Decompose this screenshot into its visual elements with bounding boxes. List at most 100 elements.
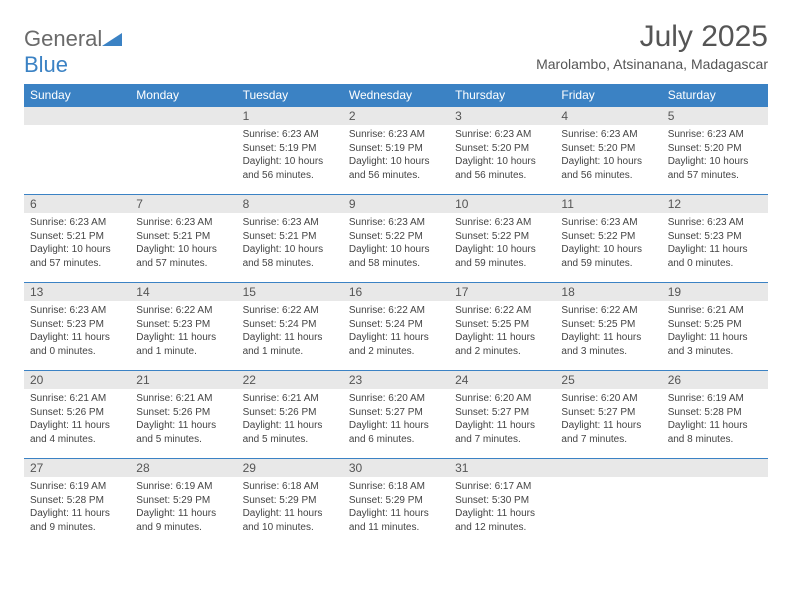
- day-number: 24: [449, 371, 555, 389]
- location-text: Marolambo, Atsinanana, Madagascar: [536, 56, 768, 72]
- day-number: 18: [555, 283, 661, 301]
- day-number: 29: [237, 459, 343, 477]
- day-number: 20: [24, 371, 130, 389]
- weekday-header: Saturday: [662, 84, 768, 107]
- day-content: Sunrise: 6:23 AMSunset: 5:22 PMDaylight:…: [449, 213, 555, 274]
- day-number: 22: [237, 371, 343, 389]
- day-content: Sunrise: 6:23 AMSunset: 5:20 PMDaylight:…: [662, 125, 768, 186]
- day-cell: [130, 107, 236, 195]
- day-cell: 19Sunrise: 6:21 AMSunset: 5:25 PMDayligh…: [662, 283, 768, 371]
- day-content: Sunrise: 6:21 AMSunset: 5:25 PMDaylight:…: [662, 301, 768, 362]
- day-content: Sunrise: 6:21 AMSunset: 5:26 PMDaylight:…: [130, 389, 236, 450]
- day-number: 9: [343, 195, 449, 213]
- week-row: 20Sunrise: 6:21 AMSunset: 5:26 PMDayligh…: [24, 371, 768, 459]
- day-number: 16: [343, 283, 449, 301]
- weekday-header: Thursday: [449, 84, 555, 107]
- day-number: 27: [24, 459, 130, 477]
- day-number-empty: [24, 107, 130, 125]
- day-number: 11: [555, 195, 661, 213]
- day-cell: 5Sunrise: 6:23 AMSunset: 5:20 PMDaylight…: [662, 107, 768, 195]
- calendar-table: SundayMondayTuesdayWednesdayThursdayFrid…: [24, 84, 768, 547]
- day-content: Sunrise: 6:23 AMSunset: 5:23 PMDaylight:…: [662, 213, 768, 274]
- weekday-header: Monday: [130, 84, 236, 107]
- day-content: Sunrise: 6:17 AMSunset: 5:30 PMDaylight:…: [449, 477, 555, 538]
- day-number: 10: [449, 195, 555, 213]
- day-cell: 14Sunrise: 6:22 AMSunset: 5:23 PMDayligh…: [130, 283, 236, 371]
- day-number: 13: [24, 283, 130, 301]
- day-cell: 11Sunrise: 6:23 AMSunset: 5:22 PMDayligh…: [555, 195, 661, 283]
- day-cell: 30Sunrise: 6:18 AMSunset: 5:29 PMDayligh…: [343, 459, 449, 547]
- weekday-header: Sunday: [24, 84, 130, 107]
- day-number: 28: [130, 459, 236, 477]
- week-row: 13Sunrise: 6:23 AMSunset: 5:23 PMDayligh…: [24, 283, 768, 371]
- header: GeneralBlue July 2025 Marolambo, Atsinan…: [24, 20, 768, 78]
- day-content: Sunrise: 6:19 AMSunset: 5:28 PMDaylight:…: [24, 477, 130, 538]
- day-cell: 6Sunrise: 6:23 AMSunset: 5:21 PMDaylight…: [24, 195, 130, 283]
- day-content: Sunrise: 6:23 AMSunset: 5:22 PMDaylight:…: [555, 213, 661, 274]
- day-cell: 20Sunrise: 6:21 AMSunset: 5:26 PMDayligh…: [24, 371, 130, 459]
- day-number: 8: [237, 195, 343, 213]
- day-number: 1: [237, 107, 343, 125]
- day-number: 26: [662, 371, 768, 389]
- day-content: Sunrise: 6:23 AMSunset: 5:22 PMDaylight:…: [343, 213, 449, 274]
- day-cell: 4Sunrise: 6:23 AMSunset: 5:20 PMDaylight…: [555, 107, 661, 195]
- day-content: Sunrise: 6:19 AMSunset: 5:28 PMDaylight:…: [662, 389, 768, 450]
- day-cell: [662, 459, 768, 547]
- day-cell: 18Sunrise: 6:22 AMSunset: 5:25 PMDayligh…: [555, 283, 661, 371]
- day-content: Sunrise: 6:19 AMSunset: 5:29 PMDaylight:…: [130, 477, 236, 538]
- day-cell: 28Sunrise: 6:19 AMSunset: 5:29 PMDayligh…: [130, 459, 236, 547]
- day-cell: 2Sunrise: 6:23 AMSunset: 5:19 PMDaylight…: [343, 107, 449, 195]
- logo-text: GeneralBlue: [24, 26, 122, 78]
- day-cell: 7Sunrise: 6:23 AMSunset: 5:21 PMDaylight…: [130, 195, 236, 283]
- day-number: 17: [449, 283, 555, 301]
- day-cell: [555, 459, 661, 547]
- logo-text-gray: General: [24, 26, 102, 51]
- day-number: 3: [449, 107, 555, 125]
- day-cell: 3Sunrise: 6:23 AMSunset: 5:20 PMDaylight…: [449, 107, 555, 195]
- weekday-header: Friday: [555, 84, 661, 107]
- calendar-body: 1Sunrise: 6:23 AMSunset: 5:19 PMDaylight…: [24, 107, 768, 547]
- calendar-header: SundayMondayTuesdayWednesdayThursdayFrid…: [24, 84, 768, 107]
- day-content: Sunrise: 6:23 AMSunset: 5:21 PMDaylight:…: [237, 213, 343, 274]
- title-block: July 2025 Marolambo, Atsinanana, Madagas…: [536, 20, 768, 72]
- week-row: 1Sunrise: 6:23 AMSunset: 5:19 PMDaylight…: [24, 107, 768, 195]
- month-title: July 2025: [536, 20, 768, 54]
- day-content: Sunrise: 6:22 AMSunset: 5:24 PMDaylight:…: [343, 301, 449, 362]
- day-number-empty: [130, 107, 236, 125]
- day-cell: 9Sunrise: 6:23 AMSunset: 5:22 PMDaylight…: [343, 195, 449, 283]
- day-content: Sunrise: 6:18 AMSunset: 5:29 PMDaylight:…: [237, 477, 343, 538]
- day-number: 2: [343, 107, 449, 125]
- logo: GeneralBlue: [24, 20, 122, 78]
- weekday-row: SundayMondayTuesdayWednesdayThursdayFrid…: [24, 84, 768, 107]
- day-cell: [24, 107, 130, 195]
- day-content: Sunrise: 6:21 AMSunset: 5:26 PMDaylight:…: [24, 389, 130, 450]
- logo-triangle-icon: [102, 30, 122, 46]
- day-number: 19: [662, 283, 768, 301]
- day-content: Sunrise: 6:20 AMSunset: 5:27 PMDaylight:…: [555, 389, 661, 450]
- week-row: 6Sunrise: 6:23 AMSunset: 5:21 PMDaylight…: [24, 195, 768, 283]
- day-number-empty: [662, 459, 768, 477]
- day-content: Sunrise: 6:23 AMSunset: 5:23 PMDaylight:…: [24, 301, 130, 362]
- day-cell: 25Sunrise: 6:20 AMSunset: 5:27 PMDayligh…: [555, 371, 661, 459]
- day-number: 14: [130, 283, 236, 301]
- day-number: 21: [130, 371, 236, 389]
- day-number: 12: [662, 195, 768, 213]
- day-content: Sunrise: 6:18 AMSunset: 5:29 PMDaylight:…: [343, 477, 449, 538]
- day-cell: 15Sunrise: 6:22 AMSunset: 5:24 PMDayligh…: [237, 283, 343, 371]
- day-number: 31: [449, 459, 555, 477]
- day-cell: 22Sunrise: 6:21 AMSunset: 5:26 PMDayligh…: [237, 371, 343, 459]
- day-number: 25: [555, 371, 661, 389]
- day-content: Sunrise: 6:23 AMSunset: 5:19 PMDaylight:…: [343, 125, 449, 186]
- day-number: 15: [237, 283, 343, 301]
- day-cell: 21Sunrise: 6:21 AMSunset: 5:26 PMDayligh…: [130, 371, 236, 459]
- day-cell: 31Sunrise: 6:17 AMSunset: 5:30 PMDayligh…: [449, 459, 555, 547]
- day-content: Sunrise: 6:23 AMSunset: 5:20 PMDaylight:…: [449, 125, 555, 186]
- day-number: 5: [662, 107, 768, 125]
- day-content: Sunrise: 6:21 AMSunset: 5:26 PMDaylight:…: [237, 389, 343, 450]
- day-cell: 12Sunrise: 6:23 AMSunset: 5:23 PMDayligh…: [662, 195, 768, 283]
- day-number-empty: [555, 459, 661, 477]
- day-cell: 27Sunrise: 6:19 AMSunset: 5:28 PMDayligh…: [24, 459, 130, 547]
- day-number: 30: [343, 459, 449, 477]
- day-number: 4: [555, 107, 661, 125]
- day-content: Sunrise: 6:22 AMSunset: 5:25 PMDaylight:…: [555, 301, 661, 362]
